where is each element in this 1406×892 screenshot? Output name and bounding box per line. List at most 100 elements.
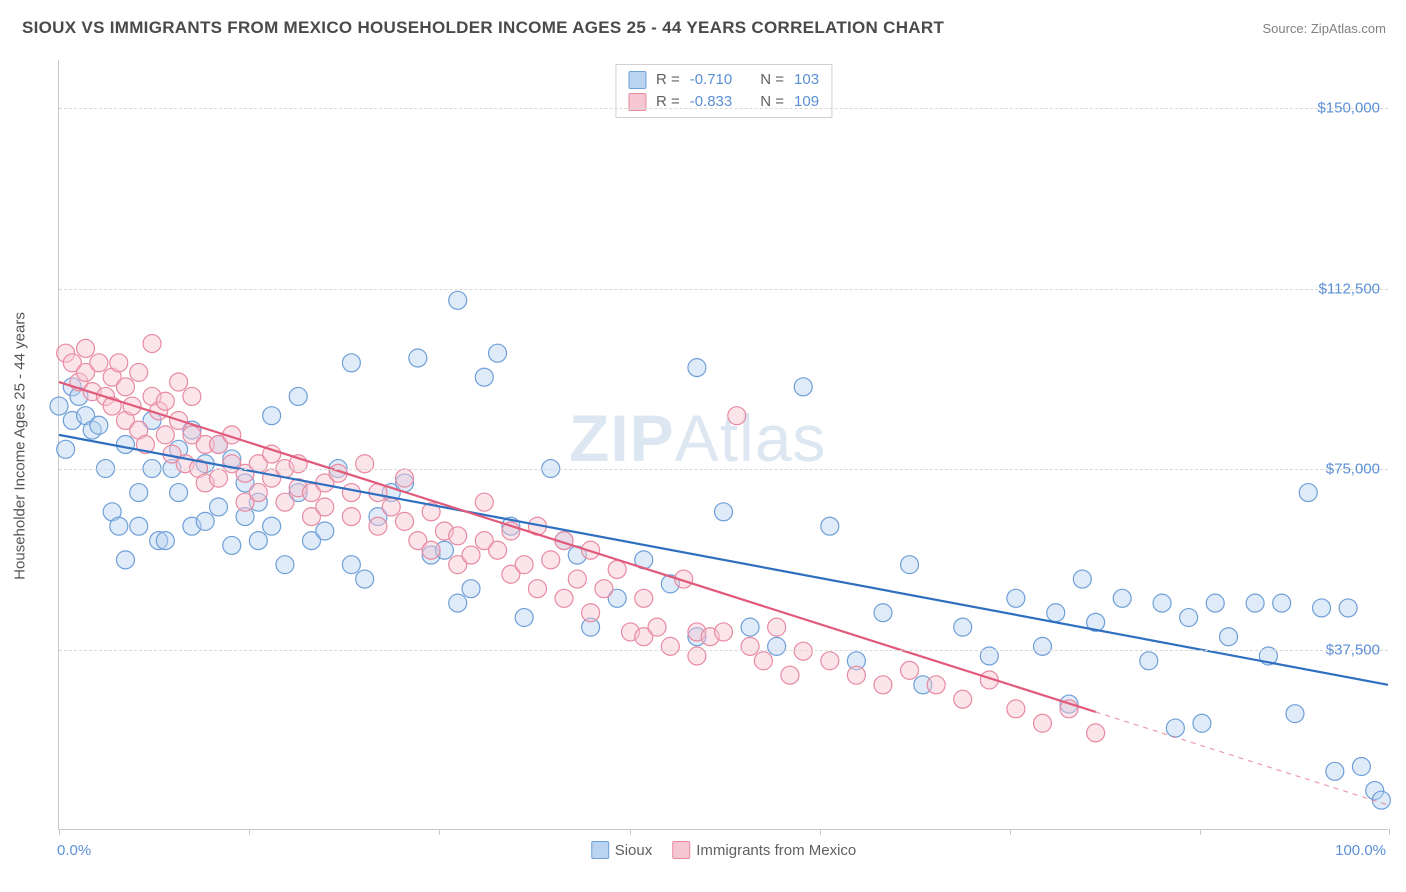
r-label-1: R = [656,91,680,113]
scatter-point [715,623,733,641]
scatter-point [209,498,227,516]
xtick [249,829,250,835]
scatter-point [276,493,294,511]
scatter-point [1206,594,1224,612]
scatter-point [688,359,706,377]
scatter-point [1007,700,1025,718]
scatter-point [1087,724,1105,742]
scatter-point [156,392,174,410]
scatter-point [356,570,374,588]
scatter-point [170,484,188,502]
scatter-point [156,532,174,550]
source-prefix: Source: [1262,21,1310,36]
scatter-point [728,407,746,425]
stats-legend: R = -0.710 N = 103 R = -0.833 N = 109 [615,64,832,118]
gridline-y [59,650,1388,651]
scatter-point [90,416,108,434]
r-label-0: R = [656,69,680,91]
scatter-point [1339,599,1357,617]
scatter-point [1033,714,1051,732]
swatch-series-0 [628,71,646,89]
legend-label-1: Immigrants from Mexico [696,842,856,859]
xtick [820,829,821,835]
scatter-point [901,556,919,574]
xtick [1200,829,1201,835]
scatter-point [1326,762,1344,780]
scatter-point [927,676,945,694]
scatter-point [1193,714,1211,732]
legend-label-0: Sioux [615,842,653,859]
chart-container: SIOUX VS IMMIGRANTS FROM MEXICO HOUSEHOL… [0,0,1406,892]
ytick-label: $150,000 [1317,100,1380,117]
scatter-point [316,498,334,516]
scatter-point [382,498,400,516]
trend-line [59,382,1096,712]
scatter-point [954,618,972,636]
legend-item-0: Sioux [591,841,653,859]
scatter-point [595,580,613,598]
scatter-point [276,556,294,574]
scatter-point [515,556,533,574]
scatter-point [661,637,679,655]
xtick-label: 100.0% [1335,842,1386,859]
scatter-point [542,551,560,569]
scatter-point [874,676,892,694]
plot-area: ZIPAtlas R = -0.710 N = 103 R = -0.833 N [58,60,1388,830]
scatter-point [1153,594,1171,612]
n-label-1: N = [760,91,784,113]
scatter-point [369,517,387,535]
scatter-point [396,512,414,530]
scatter-point [116,378,134,396]
ytick-label: $37,500 [1326,641,1380,658]
scatter-point [50,397,68,415]
scatter-point [635,589,653,607]
scatter-point [648,618,666,636]
scatter-point [342,354,360,372]
scatter-point [1033,637,1051,655]
scatter-point [489,344,507,362]
scatter-point [263,517,281,535]
stats-row-1: R = -0.833 N = 109 [628,91,819,113]
legend-item-1: Immigrants from Mexico [672,841,856,859]
scatter-point [342,508,360,526]
r-value-1: -0.833 [690,91,733,113]
scatter-point [449,291,467,309]
xtick [630,829,631,835]
scatter-point [449,594,467,612]
title-bar: SIOUX VS IMMIGRANTS FROM MEXICO HOUSEHOL… [22,18,1386,38]
plot-svg [59,60,1388,829]
scatter-point [1113,589,1131,607]
scatter-point [209,469,227,487]
ytick-label: $75,000 [1326,461,1380,478]
scatter-point [396,469,414,487]
scatter-point [289,387,307,405]
scatter-point [874,604,892,622]
scatter-point [409,349,427,367]
scatter-point [170,373,188,391]
scatter-point [1166,719,1184,737]
scatter-point [754,652,772,670]
scatter-point [768,637,786,655]
scatter-point [1246,594,1264,612]
scatter-point [608,560,626,578]
scatter-point [110,354,128,372]
scatter-point [475,493,493,511]
scatter-point [462,580,480,598]
scatter-point [768,618,786,636]
gridline-y [59,289,1388,290]
scatter-point [847,666,865,684]
scatter-point [77,339,95,357]
scatter-point [1313,599,1331,617]
scatter-point [1073,570,1091,588]
source-value: ZipAtlas.com [1311,21,1386,36]
scatter-point [196,512,214,530]
legend-swatch-1 [672,841,690,859]
scatter-point [249,484,267,502]
scatter-point [1007,589,1025,607]
scatter-point [316,522,334,540]
scatter-point [901,661,919,679]
scatter-point [515,609,533,627]
trend-line [59,435,1388,685]
scatter-point [449,527,467,545]
scatter-point [555,589,573,607]
